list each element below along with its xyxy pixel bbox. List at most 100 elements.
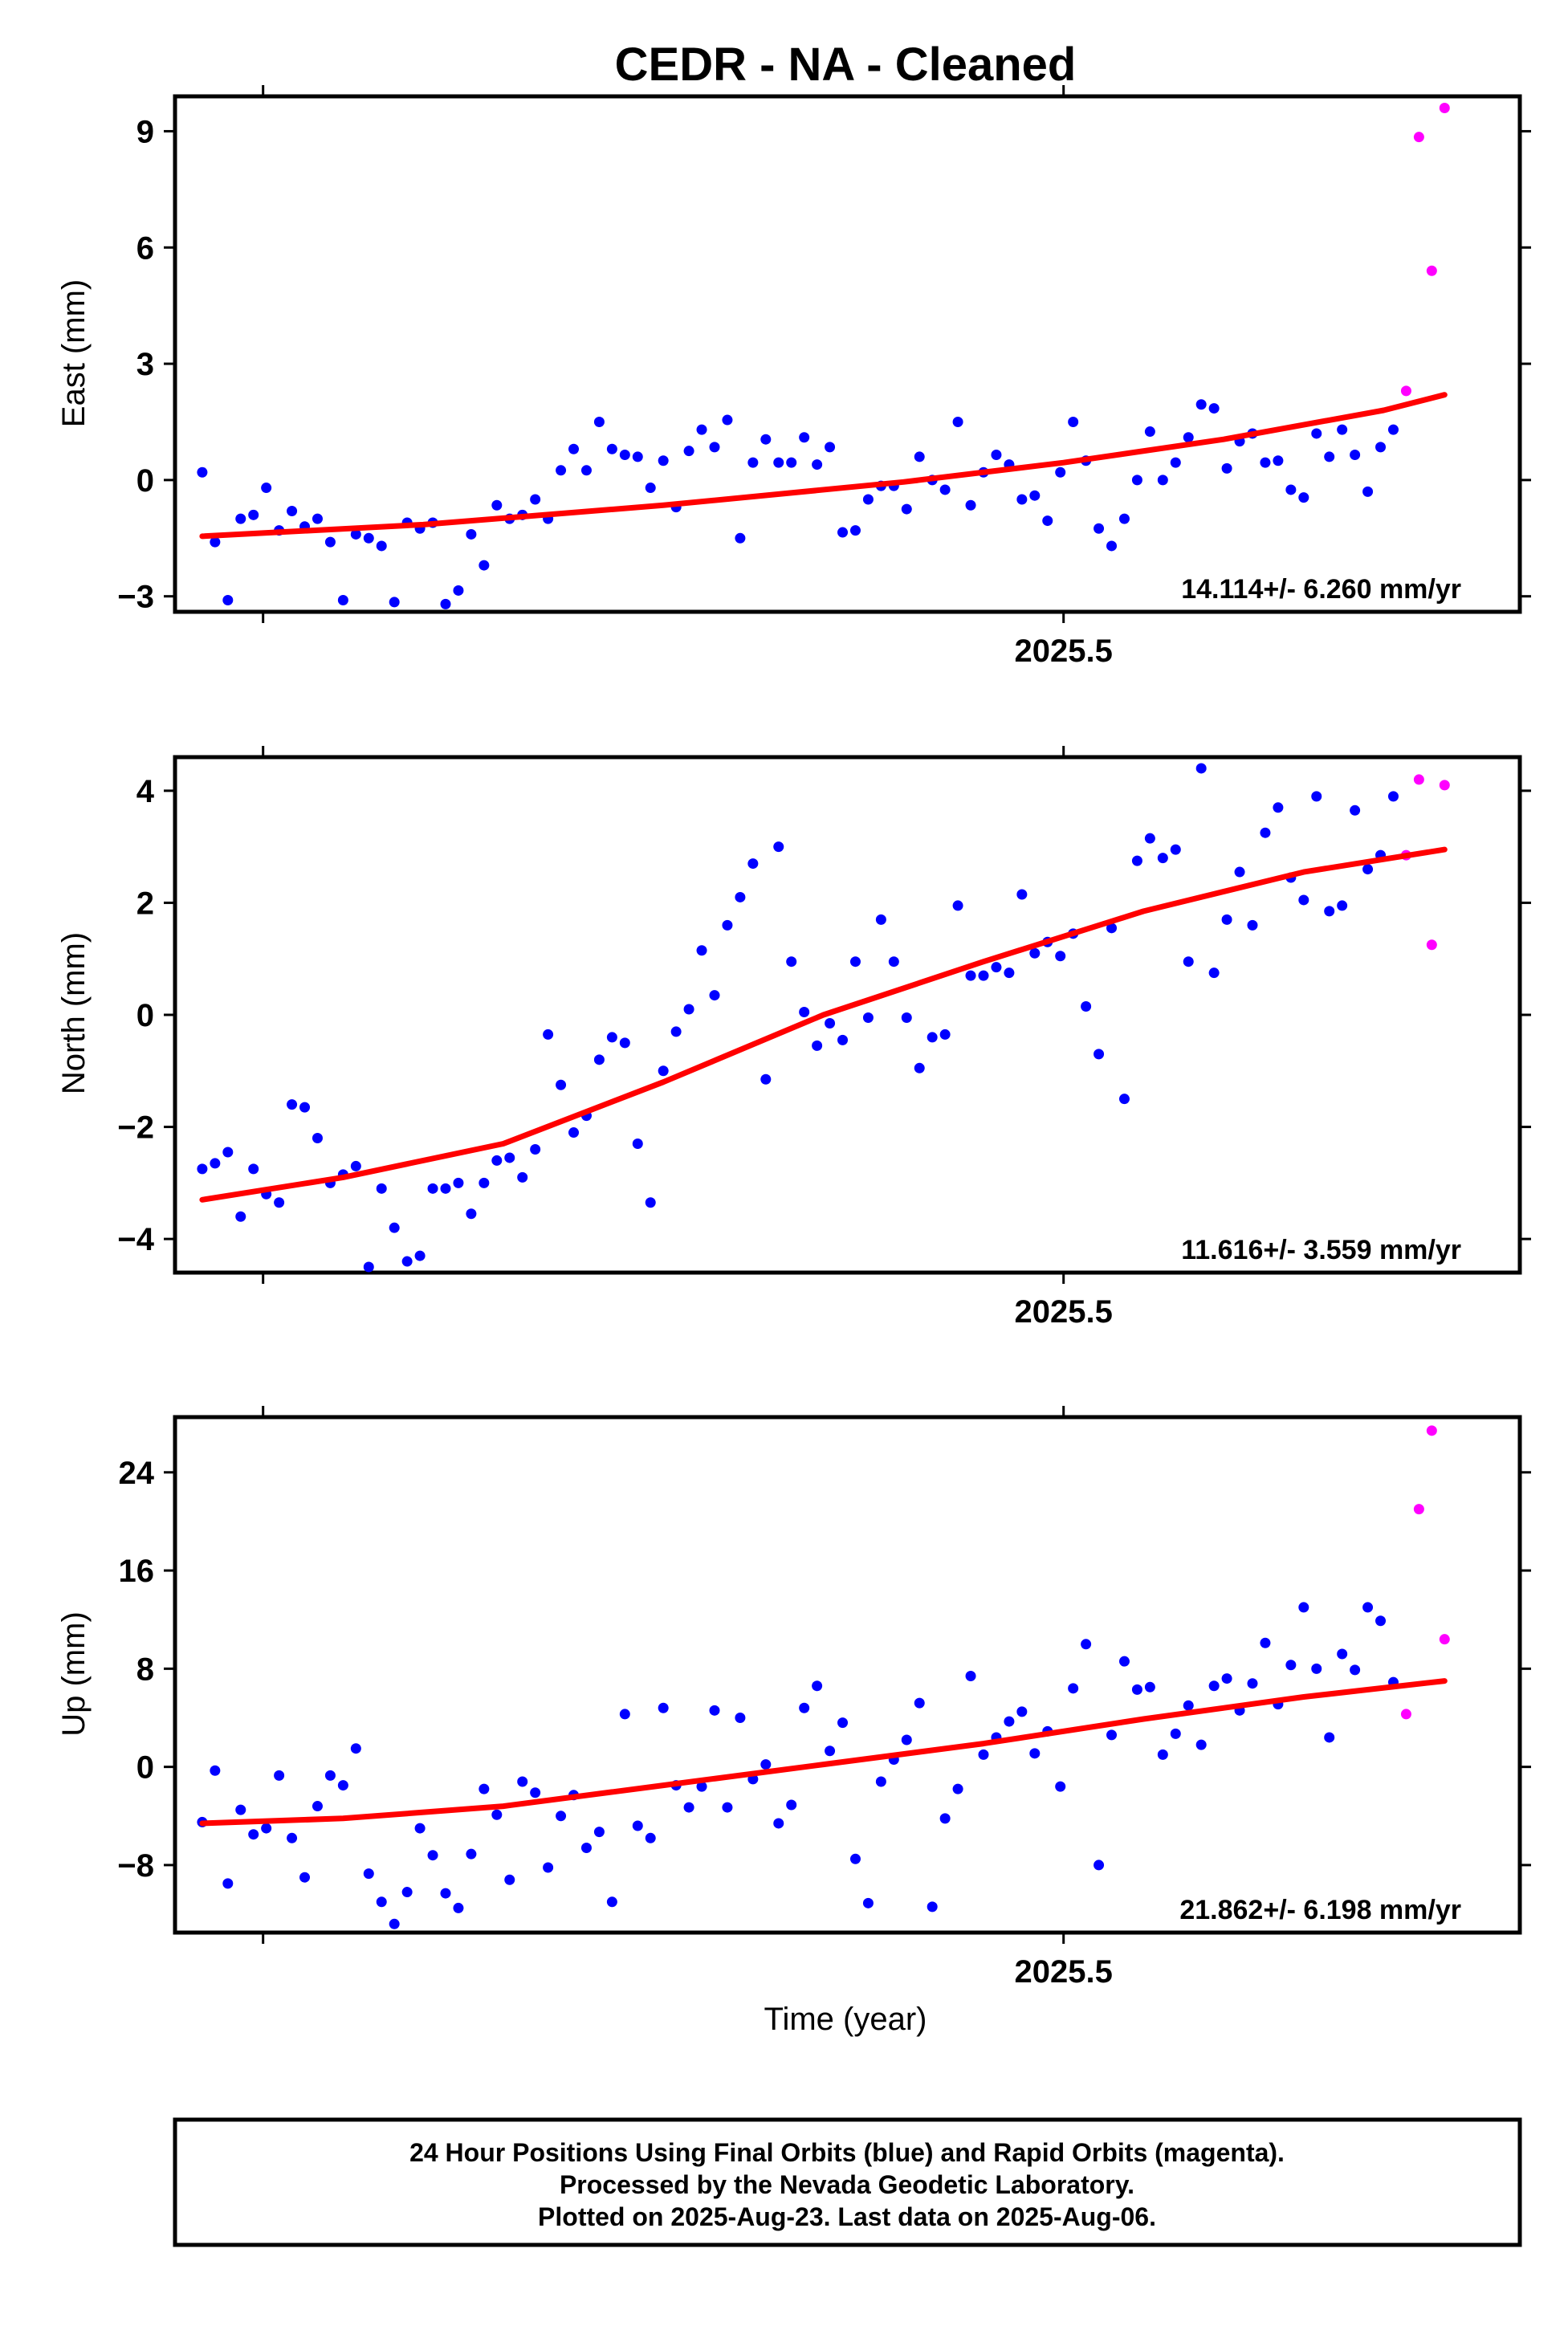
- east-data-point: [658, 455, 669, 466]
- east-data-point: [1068, 416, 1079, 427]
- up-data-point: [414, 1823, 426, 1834]
- east-data-point: [965, 499, 976, 511]
- up-data-point: [760, 1759, 772, 1770]
- east-data-point: [914, 451, 925, 462]
- east-data-point: [568, 443, 580, 454]
- east-data-point: [1106, 540, 1118, 552]
- north-data-point: [453, 1177, 464, 1188]
- north-data-point: [1016, 889, 1028, 900]
- up-data-point: [337, 1780, 348, 1791]
- up-data-point: [376, 1896, 387, 1908]
- up-data-point: [453, 1902, 464, 1913]
- east-x-tick-label: 2025.5: [1015, 633, 1113, 669]
- north-data-point: [837, 1034, 849, 1045]
- up-data-point: [799, 1702, 810, 1713]
- north-data-point: [197, 1163, 208, 1175]
- east-axis-label: East (mm): [56, 279, 92, 427]
- up-data-point: [1298, 1602, 1309, 1613]
- up-data-point: [1350, 1664, 1361, 1676]
- up-data-point: [1094, 1860, 1105, 1871]
- north-data-point: [1298, 894, 1309, 906]
- north-data-point: [350, 1160, 361, 1171]
- up-data-point: [235, 1804, 246, 1815]
- north-data-point: [1234, 866, 1245, 878]
- north-data-point: [376, 1183, 387, 1194]
- east-data-point: [773, 457, 784, 468]
- east-data-point: [1362, 486, 1374, 497]
- east-data-point: [261, 483, 272, 494]
- up-data-point: [363, 1868, 374, 1880]
- up-data-point: [849, 1853, 861, 1864]
- footer-line-3: Plotted on 2025-Aug-23. Last data on 202…: [538, 2202, 1156, 2231]
- east-data-point: [453, 585, 464, 596]
- east-data-point: [1273, 455, 1284, 466]
- north-data-point: [747, 858, 759, 870]
- north-data-point: [287, 1099, 298, 1110]
- up-data-point: [825, 1745, 836, 1757]
- east-y-tick-label: −3: [117, 580, 154, 615]
- north-data-point: [1439, 780, 1450, 791]
- up-data-point: [593, 1827, 605, 1838]
- east-data-point: [580, 465, 592, 476]
- up-data-point: [862, 1897, 874, 1908]
- up-data-point: [1170, 1728, 1181, 1739]
- up-data-point: [1208, 1680, 1220, 1692]
- north-data-point: [491, 1155, 503, 1166]
- east-data-point: [1094, 523, 1105, 534]
- up-data-point: [324, 1770, 336, 1781]
- north-data-point: [722, 919, 733, 931]
- east-data-point: [606, 443, 617, 454]
- east-data-point: [1324, 451, 1335, 462]
- north-y-tick-label: −4: [117, 1222, 154, 1257]
- up-data-point: [658, 1702, 669, 1713]
- north-data-point: [645, 1197, 656, 1208]
- up-data-point: [1362, 1602, 1374, 1613]
- north-data-point: [965, 970, 976, 981]
- east-data-point: [735, 532, 746, 544]
- up-data-point: [1118, 1656, 1130, 1667]
- up-data-point: [222, 1878, 234, 1889]
- up-y-tick-label: 16: [119, 1554, 155, 1589]
- north-data-point: [978, 970, 989, 981]
- east-data-point: [837, 527, 849, 538]
- up-data-point: [1221, 1673, 1232, 1684]
- up-x-tick-label: 2025.5: [1015, 1954, 1113, 1990]
- north-data-point: [389, 1222, 400, 1233]
- north-data-point: [735, 891, 746, 902]
- east-trend-line: [199, 392, 1448, 540]
- up-panel: −8 0 8 16 24 2025.5: [117, 1406, 1531, 1990]
- up-data-point: [1426, 1425, 1437, 1436]
- east-data-point: [1400, 385, 1411, 397]
- east-panel: −3 0 3 6 9 2025.5: [117, 85, 1531, 669]
- east-data-point: [722, 414, 733, 426]
- north-data-point: [530, 1143, 541, 1155]
- east-data-point: [696, 424, 707, 435]
- east-data-point: [363, 532, 374, 544]
- north-data-point: [619, 1037, 630, 1049]
- east-data-point: [1016, 494, 1028, 505]
- east-data-point: [747, 457, 759, 468]
- up-data-point: [1004, 1716, 1015, 1727]
- north-data-point: [1183, 956, 1194, 967]
- up-data-point: [210, 1765, 221, 1776]
- east-data-point: [248, 509, 259, 520]
- north-data-point: [760, 1073, 772, 1085]
- east-data-point: [530, 494, 541, 505]
- up-y-tick-label: 8: [136, 1652, 154, 1687]
- north-data-point: [568, 1127, 580, 1139]
- up-data-point: [491, 1809, 503, 1820]
- up-data-point: [312, 1801, 323, 1812]
- up-data-point: [1375, 1615, 1387, 1627]
- up-data-point: [683, 1802, 694, 1813]
- up-data-point: [466, 1848, 477, 1860]
- north-data-point: [1324, 906, 1335, 917]
- up-y-tick-label: 24: [119, 1456, 155, 1491]
- east-data-point: [786, 457, 797, 468]
- up-data-point: [580, 1843, 592, 1854]
- east-data-point: [812, 459, 823, 470]
- up-data-point: [978, 1749, 989, 1760]
- north-data-point: [1362, 864, 1374, 875]
- up-data-point: [1183, 1700, 1194, 1711]
- north-x-tick-label: 2025.5: [1015, 1294, 1113, 1330]
